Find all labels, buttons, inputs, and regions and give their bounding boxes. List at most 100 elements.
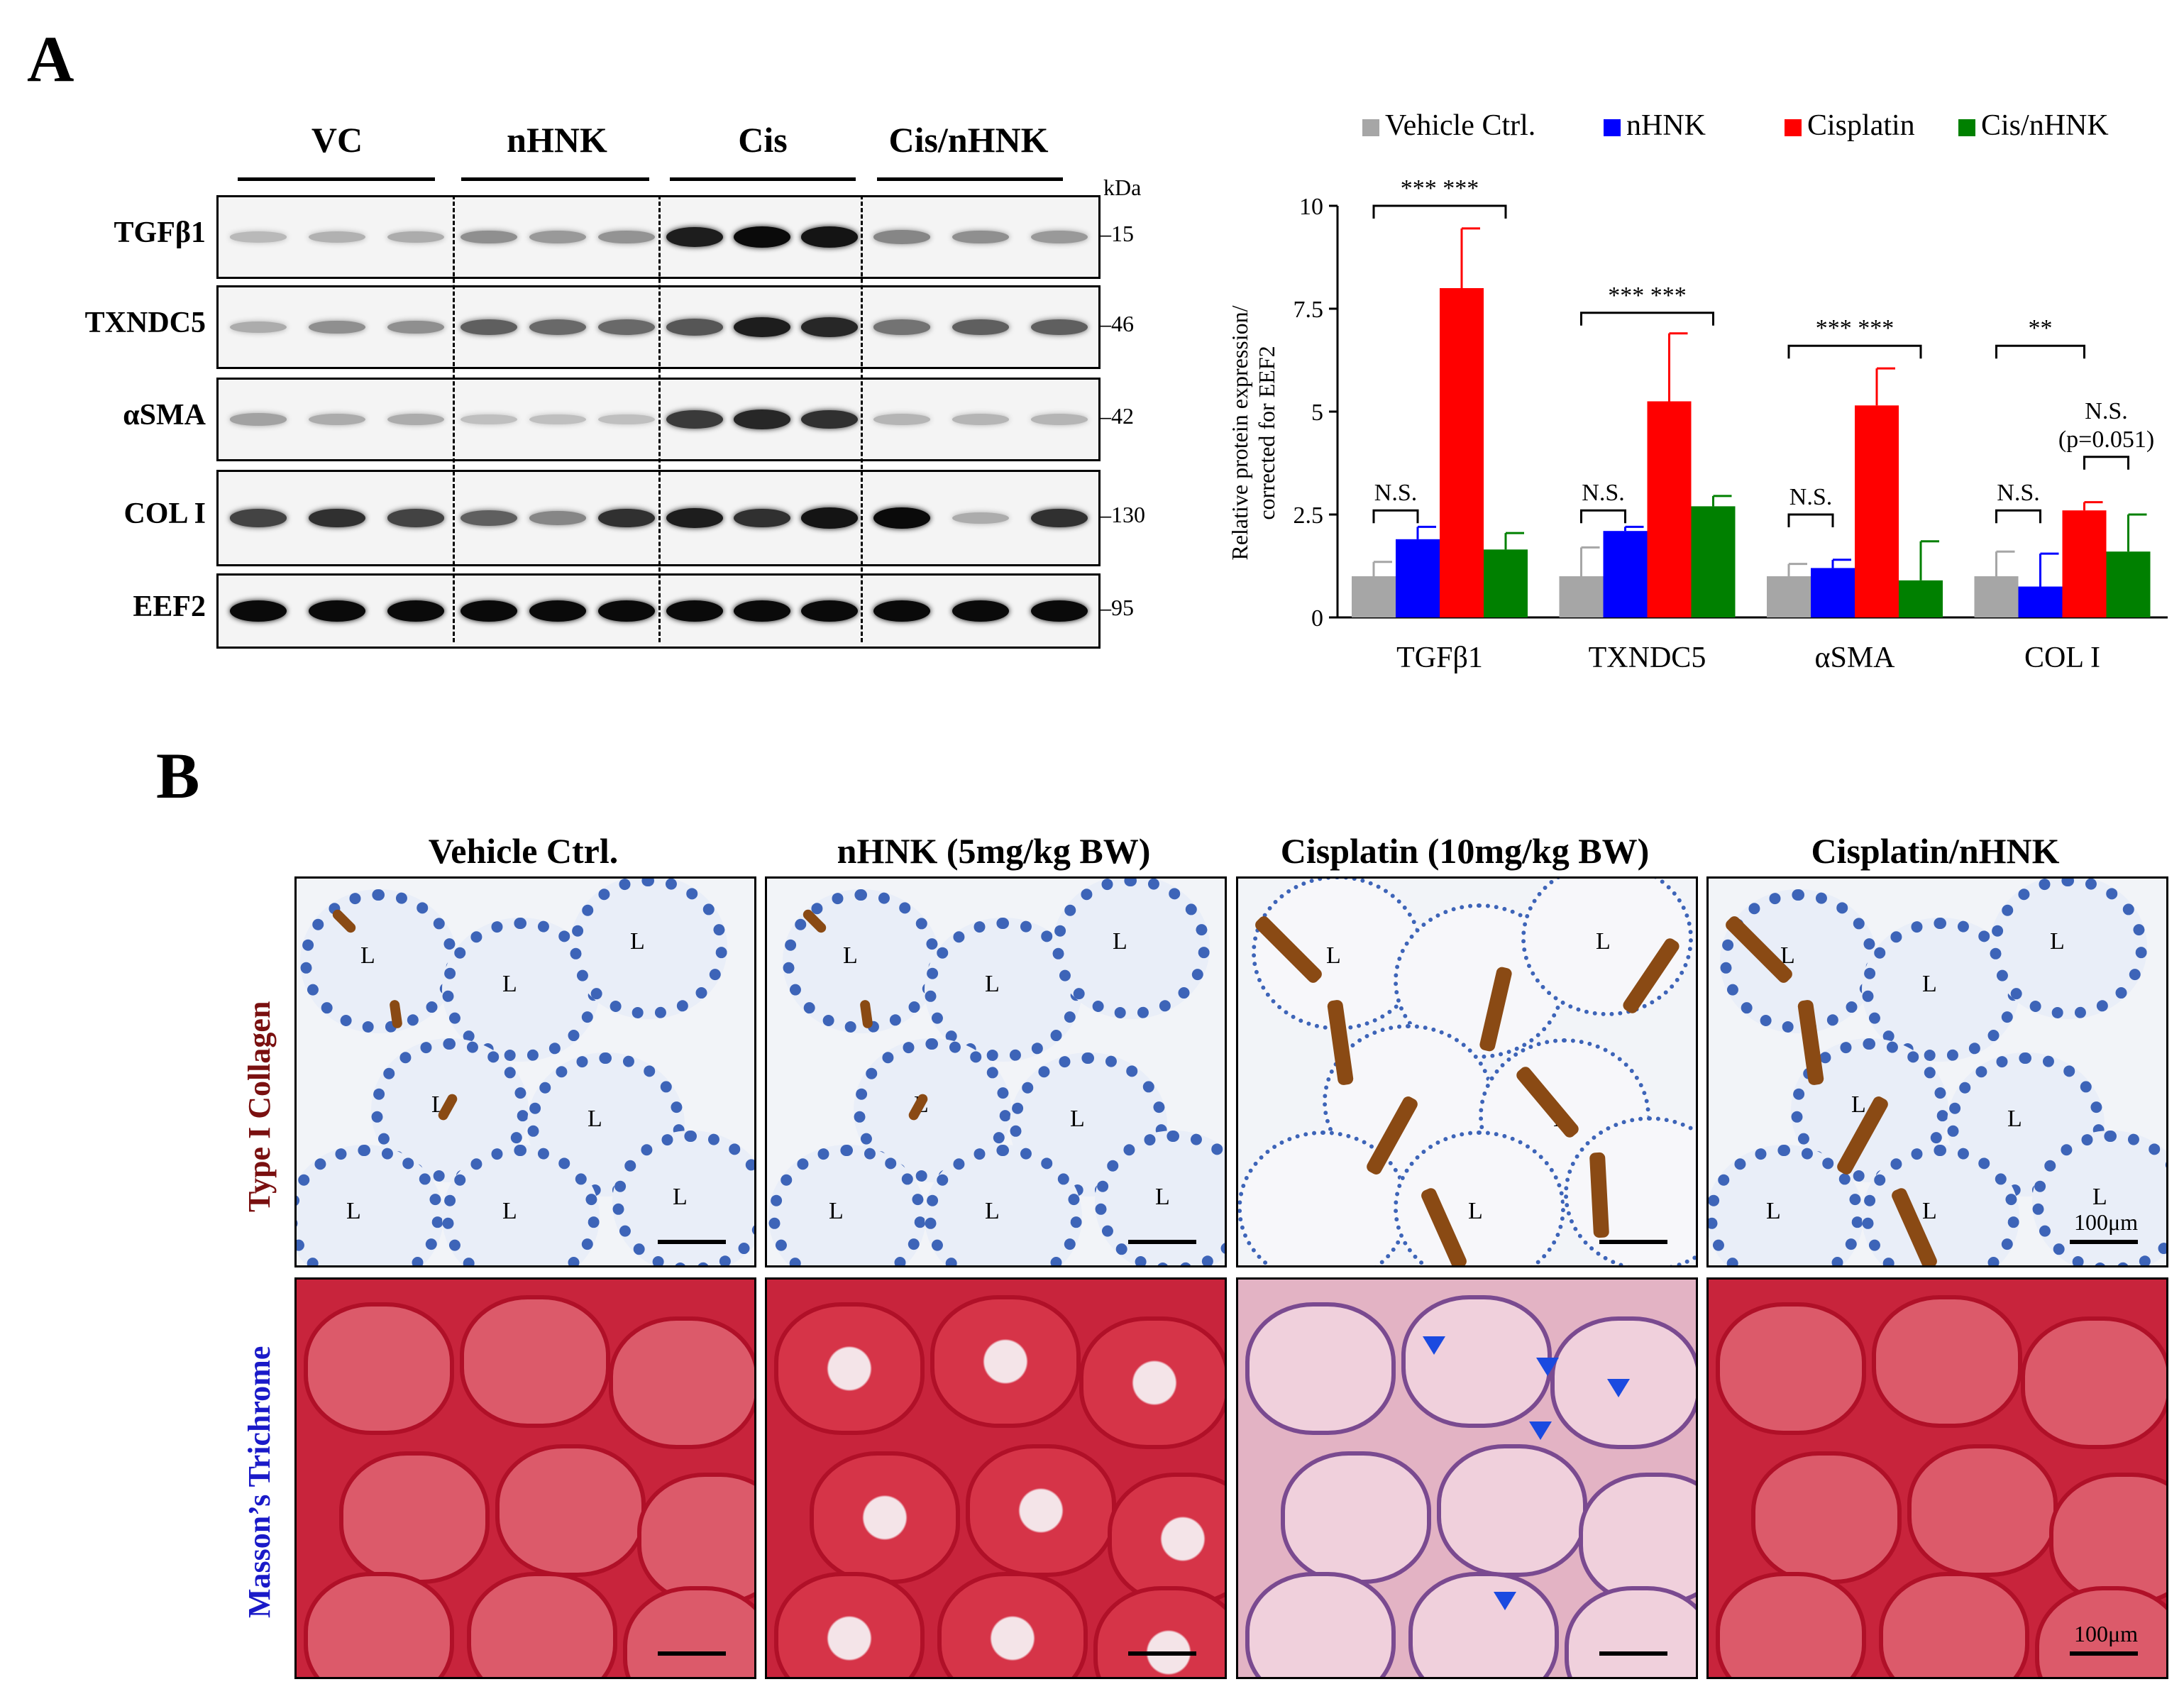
lumen-marker: L	[2050, 928, 2065, 955]
tubule-section	[937, 1572, 1088, 1677]
bar	[1899, 580, 1943, 617]
tubule-section	[1579, 1473, 1696, 1605]
tubule-section	[1245, 1572, 1396, 1677]
significance-bracket	[1580, 509, 1626, 524]
lumen-marker: L	[1468, 1198, 1483, 1224]
significance-bracket	[1787, 344, 1922, 359]
legend-swatch	[1362, 119, 1379, 136]
significance-label: *** ***	[1608, 282, 1687, 309]
protein-band	[666, 507, 723, 529]
y-tick-label: 0	[1311, 605, 1323, 632]
blot-divider-2	[658, 195, 661, 642]
protein-band	[597, 508, 655, 528]
y-axis-label: Relative protein expression/	[1227, 305, 1252, 560]
molecular-weight-label: –15	[1100, 221, 1134, 246]
protein-band	[952, 319, 1009, 336]
protein-band	[873, 319, 931, 335]
lumen-marker: L	[843, 942, 858, 969]
lumen-marker: L	[985, 971, 1000, 997]
x-tick-label: TXNDC5	[1589, 642, 1706, 674]
lumen-marker: L	[1766, 1198, 1781, 1224]
scale-bar	[658, 1651, 726, 1656]
tubule-section	[609, 1316, 754, 1449]
protein-band	[666, 319, 723, 336]
protein-band	[952, 600, 1009, 622]
tubule-section	[810, 1451, 960, 1584]
tubule-section	[300, 889, 458, 1033]
protein-band	[597, 600, 655, 622]
protein-band	[733, 600, 790, 622]
tubule-section	[339, 1451, 490, 1584]
lumen-marker: L	[1326, 942, 1341, 969]
protein-band	[800, 317, 858, 337]
significance-label: N.S.	[1789, 484, 1832, 510]
lumen-marker: L	[360, 942, 375, 969]
tubule-section	[1108, 1473, 1225, 1605]
bar-chart-svg: Vehicle Ctrl. nHNK Cisplatin Cis/nHNK 0 2.5 5 7…	[1227, 109, 2168, 674]
lumen-marker: L	[1922, 1198, 1937, 1224]
protein-label: EEF2	[133, 590, 206, 623]
protein-band	[229, 600, 287, 622]
molecular-weight-label: –42	[1100, 403, 1134, 429]
trichrome-micrograph	[1236, 1277, 1698, 1679]
tubule-section	[2021, 1316, 2166, 1449]
lumen-marker: L	[2007, 1106, 2022, 1132]
protein-band	[529, 600, 586, 622]
tubule-section	[774, 1572, 925, 1677]
scale-bar	[2070, 1651, 2138, 1656]
scale-bar	[1599, 1240, 1667, 1244]
protein-band	[460, 414, 518, 425]
protein-band	[800, 409, 858, 429]
legend-swatch	[1785, 119, 1802, 136]
protein-band	[308, 600, 365, 622]
protein-band	[873, 507, 931, 529]
protein-band	[529, 231, 586, 243]
tubule-section	[1990, 879, 2147, 1019]
protein-band	[229, 509, 287, 527]
kda-label: kDa	[1103, 175, 1142, 200]
fibrosis-arrow-icon	[1494, 1592, 1516, 1610]
protein-label: COL I	[123, 497, 206, 530]
group-underline-cis	[670, 177, 856, 181]
tubule-section	[1281, 1451, 1431, 1584]
fibrosis-arrow-icon	[1529, 1421, 1552, 1440]
protein-band	[387, 600, 444, 622]
protein-band	[1030, 231, 1088, 243]
tubule-section	[623, 1586, 754, 1677]
tubule-section	[2035, 1586, 2166, 1677]
protein-band	[529, 414, 586, 425]
tubule-section	[304, 1572, 454, 1677]
protein-band	[873, 600, 931, 622]
bar	[1352, 576, 1396, 617]
significance-bracket	[1787, 513, 1834, 527]
y-tick-label: 7.5	[1294, 297, 1324, 323]
significance-label: (p=0.051)	[2058, 427, 2154, 453]
scale-bar-label: 100μm	[2073, 1209, 2138, 1235]
protein-band	[1030, 600, 1088, 622]
protein-band	[800, 226, 858, 248]
molecular-weight-label: –95	[1100, 595, 1134, 620]
protein-band	[597, 414, 655, 425]
lumen-marker: L	[1922, 971, 1937, 997]
molecular-weight-label: –46	[1100, 311, 1134, 336]
protein-band	[460, 600, 518, 622]
protein-band	[308, 413, 365, 426]
protein-band	[873, 414, 931, 425]
tubule-section	[1879, 1572, 2029, 1677]
scale-bar	[658, 1240, 726, 1244]
tubule-section	[966, 1444, 1116, 1577]
blot-divider-3	[861, 195, 863, 642]
group-label-vc: VC	[311, 120, 363, 160]
protein-band	[529, 319, 586, 335]
scale-bar-label: 100μm	[2073, 1621, 2138, 1646]
bar	[1974, 576, 2019, 617]
x-tick-label: COL I	[2024, 642, 2100, 674]
protein-band	[229, 413, 287, 426]
tubule-section	[460, 1295, 610, 1428]
protein-band	[308, 508, 365, 528]
legend-swatch	[1604, 119, 1621, 136]
legend-swatch	[1958, 119, 1975, 136]
tubule-section	[297, 1145, 443, 1265]
tubule-section	[1079, 1316, 1225, 1449]
